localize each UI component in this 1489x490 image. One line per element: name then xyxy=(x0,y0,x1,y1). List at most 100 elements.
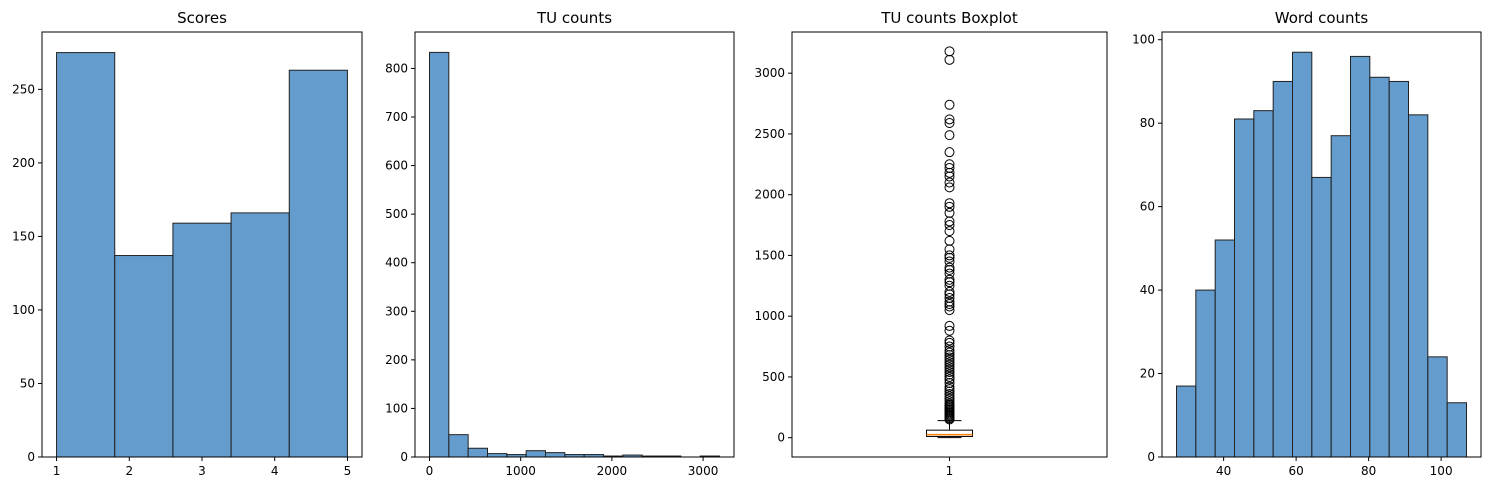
axes-frame xyxy=(791,31,1108,458)
outlier-point xyxy=(944,256,955,267)
outlier-point xyxy=(944,177,955,188)
y-tick-label: 0 xyxy=(1147,450,1155,464)
x-tick-label: 2000 xyxy=(597,464,628,478)
y-tick-label: 40 xyxy=(1140,283,1155,297)
outlier-point xyxy=(944,162,955,173)
y-tick-label: 0 xyxy=(400,450,408,464)
y-tick-label: 500 xyxy=(385,207,408,221)
outlier-point xyxy=(944,286,955,297)
outlier-point xyxy=(944,244,955,255)
x-tick-label: 1000 xyxy=(505,464,536,478)
outlier-point xyxy=(944,198,955,209)
chart-title: TU counts Boxplot xyxy=(880,9,1018,27)
histogram-bar xyxy=(114,255,174,458)
outlier-point xyxy=(944,396,955,407)
y-tick-label: 800 xyxy=(385,61,408,75)
y-tick-label: 400 xyxy=(385,256,408,270)
histogram-bar xyxy=(1311,176,1332,458)
outlier-point xyxy=(944,393,955,404)
histogram-bar xyxy=(56,52,116,458)
x-tick-label: 4 xyxy=(271,464,279,478)
outlier-point xyxy=(944,345,955,356)
outlier-point xyxy=(944,388,955,399)
outlier-point xyxy=(944,296,955,307)
outlier-point xyxy=(944,364,955,375)
outlier-point xyxy=(944,220,955,231)
outlier-point xyxy=(944,374,955,385)
chart-panel-3: TU counts Boxplot 1 0 500 1000 1500 2000 2500 30… xyxy=(754,9,1108,478)
x-tick-label: 1 xyxy=(946,464,954,478)
y-tick-label: 200 xyxy=(385,353,408,367)
histogram-bar xyxy=(1292,51,1313,458)
histogram-bar xyxy=(1234,118,1255,458)
outlier-point xyxy=(944,201,955,212)
axes-frame xyxy=(41,31,363,458)
outlier-point xyxy=(944,114,955,125)
histogram-bar xyxy=(288,69,348,458)
y-tick-label: 100 xyxy=(12,303,35,317)
chart-title: TU counts xyxy=(536,9,612,27)
axes-frame xyxy=(1161,31,1482,458)
axes-frame xyxy=(414,31,735,458)
outlier-point xyxy=(944,46,955,57)
outlier-point xyxy=(944,118,955,129)
histogram-bar xyxy=(1176,385,1197,458)
x-tick-label: 0 xyxy=(426,464,434,478)
x-tick-label: 1 xyxy=(53,464,61,478)
outlier-point xyxy=(944,357,955,368)
histogram-bar xyxy=(1350,55,1371,458)
outlier-point xyxy=(944,354,955,365)
y-tick-label: 80 xyxy=(1140,116,1155,130)
outlier-point xyxy=(944,384,955,395)
y-tick-label: 500 xyxy=(762,370,785,384)
outlier-point xyxy=(944,352,955,363)
chart-title: Word counts xyxy=(1275,9,1369,27)
x-tick-label: 3000 xyxy=(688,464,719,478)
y-tick-label: 50 xyxy=(20,376,35,390)
x-tick-label: 2 xyxy=(125,464,133,478)
histogram-bar xyxy=(1388,80,1409,458)
outlier-point xyxy=(944,362,955,373)
outlier-point xyxy=(944,369,955,380)
histogram-bar xyxy=(448,434,469,458)
outlier-point xyxy=(944,391,955,402)
x-tick-label: 80 xyxy=(1361,464,1376,478)
outlier-point xyxy=(944,325,955,336)
y-tick-label: 200 xyxy=(12,156,35,170)
outlier-point xyxy=(944,335,955,346)
histogram-bar xyxy=(1446,402,1467,458)
y-tick-label: 60 xyxy=(1140,200,1155,214)
histogram-bar xyxy=(1369,76,1390,458)
histogram-bar xyxy=(230,212,290,458)
outlier-point xyxy=(944,337,955,348)
outlier-point xyxy=(944,130,955,141)
y-tick-label: 600 xyxy=(385,159,408,173)
y-tick-label: 100 xyxy=(385,401,408,415)
y-tick-label: 0 xyxy=(27,450,35,464)
y-tick-label: 2500 xyxy=(754,127,785,141)
y-tick-label: 300 xyxy=(385,304,408,318)
outlier-point xyxy=(944,367,955,378)
y-tick-label: 3000 xyxy=(754,66,785,80)
outlier-point xyxy=(944,292,955,303)
histogram-bar xyxy=(429,51,450,458)
outlier-point xyxy=(944,226,955,237)
outlier-point xyxy=(944,207,955,218)
x-tick-label: 5 xyxy=(344,464,352,478)
histogram-bar xyxy=(487,453,508,458)
y-tick-label: 2000 xyxy=(754,188,785,202)
box-body xyxy=(926,429,973,437)
outlier-point xyxy=(944,398,955,409)
x-tick-label: 3 xyxy=(198,464,206,478)
histogram-bar xyxy=(525,450,547,458)
y-tick-label: 700 xyxy=(385,110,408,124)
y-tick-label: 1500 xyxy=(754,248,785,262)
histogram-bar xyxy=(1427,356,1448,458)
chart-panel-4: Word counts 40 60 80 100 0 20 40 60 80 100 xyxy=(1132,9,1482,478)
outlier-point xyxy=(944,347,955,358)
y-tick-label: 0 xyxy=(777,431,785,445)
histogram-bar xyxy=(1408,114,1429,458)
